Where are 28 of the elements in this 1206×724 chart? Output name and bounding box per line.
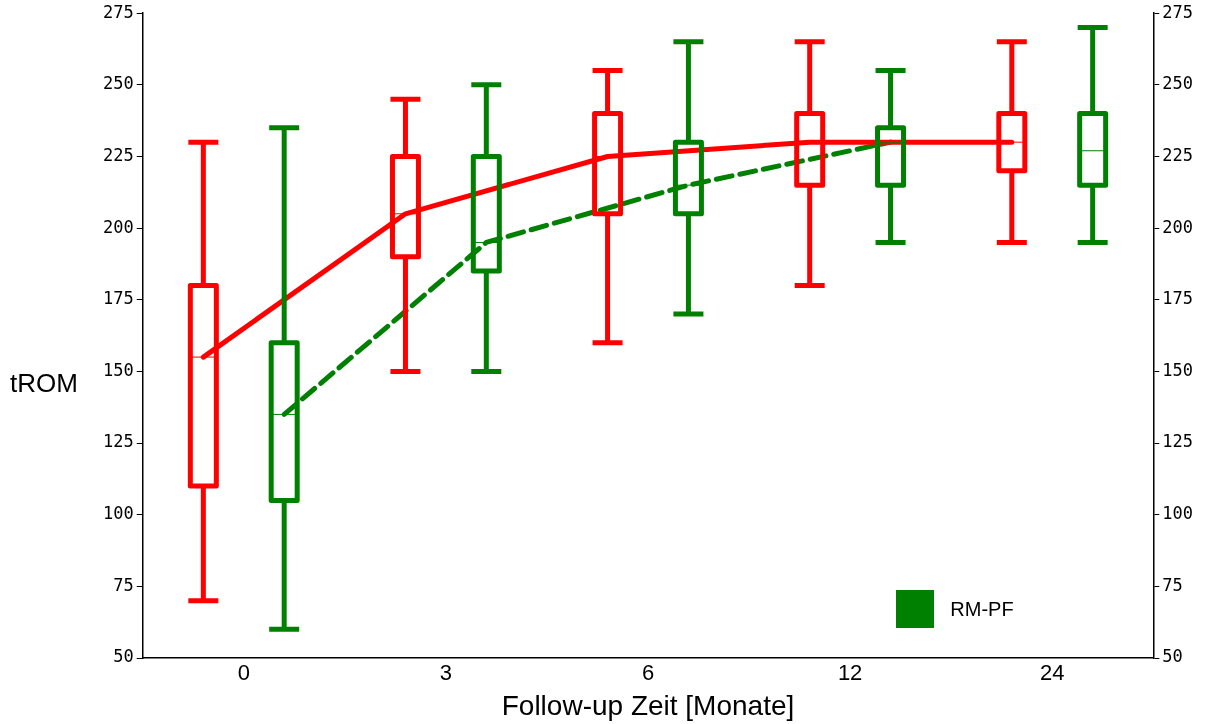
y2-tick-label: 150 <box>1162 359 1194 380</box>
y2-tick-label: 75 <box>1162 574 1183 595</box>
y2-tick-label: 100 <box>1162 503 1194 524</box>
y2-tick-label: 225 <box>1162 144 1194 165</box>
y2-tick-label: 250 <box>1162 73 1194 94</box>
y-tick-label: 200 <box>102 216 134 237</box>
x-tick-label: 0 <box>237 660 250 686</box>
y-tick-label: 275 <box>102 1 134 22</box>
y-tick-label: 100 <box>102 503 134 524</box>
x-tick-label: 3 <box>439 660 453 686</box>
x-axis-title: Follow-up Zeit [Monate] <box>501 689 795 721</box>
y-tick-label: 50 <box>113 646 134 667</box>
legend-label: RM-PF <box>950 597 1014 621</box>
x-tick-label: 24 <box>1039 660 1065 686</box>
y-tick-label: 225 <box>102 144 134 165</box>
x-tick-label: 6 <box>641 660 655 686</box>
y2-tick-label: 50 <box>1162 646 1183 667</box>
y-tick-label: 150 <box>102 359 134 380</box>
y-tick-label: 250 <box>102 73 134 94</box>
y-axis-title: tROM <box>10 368 78 399</box>
x-tick-label: 12 <box>837 660 863 686</box>
y-tick-label: 175 <box>102 288 134 309</box>
y-tick-label: 75 <box>113 574 134 595</box>
y2-tick-label: 125 <box>1162 431 1194 452</box>
y2-tick-label: 175 <box>1162 288 1194 309</box>
y2-tick-label: 200 <box>1162 216 1194 237</box>
y-tick-label: 125 <box>102 431 134 452</box>
y2-tick-label: 275 <box>1162 1 1194 22</box>
